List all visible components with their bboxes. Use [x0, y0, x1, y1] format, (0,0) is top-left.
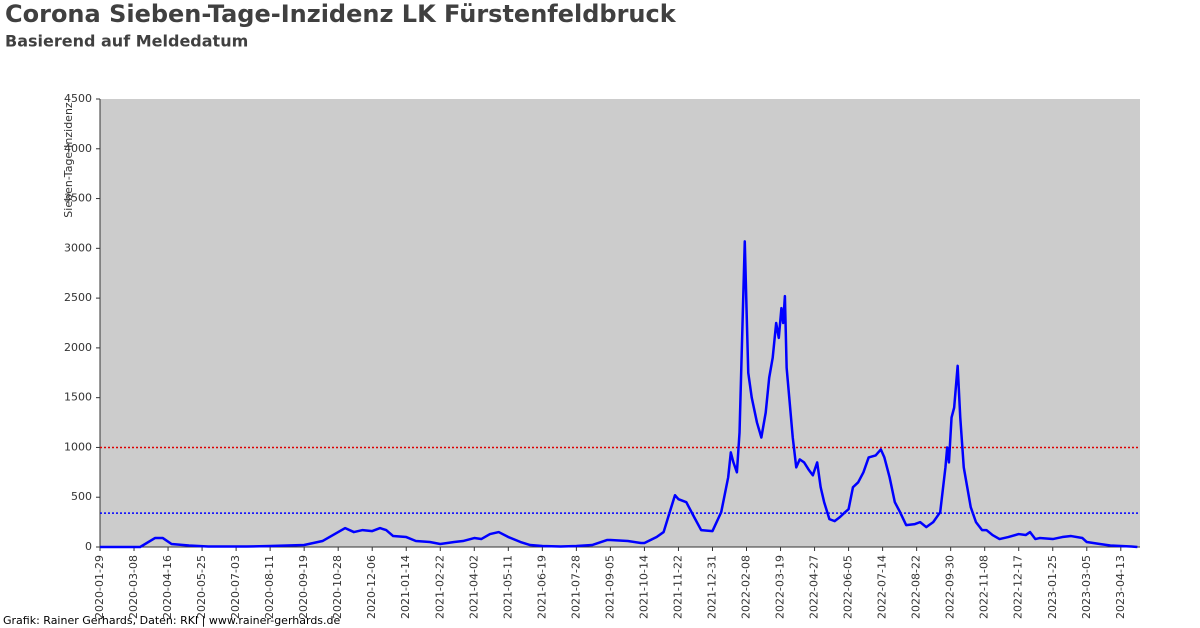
x-tick-label: 2022-03-19 [774, 555, 787, 619]
x-tick-label: 2021-09-05 [603, 555, 616, 619]
x-tick-label: 2021-07-28 [569, 555, 582, 619]
x-tick-label: 2021-11-22 [671, 555, 684, 619]
x-tick-label: 2022-06-05 [842, 555, 855, 619]
y-tick-label: 1000 [64, 440, 92, 453]
x-tick-label: 2020-04-16 [161, 555, 174, 619]
chart-subtitle: Basierend auf Meldedatum [5, 32, 248, 51]
x-tick-label: 2023-03-05 [1080, 555, 1093, 619]
x-tick-label: 2022-12-17 [1012, 555, 1025, 619]
plot-area [100, 99, 1140, 547]
x-tick-label: 2020-03-08 [127, 555, 140, 619]
y-axis-label: Sieben-Tage-Inzidenz [62, 102, 75, 218]
x-tick-label: 2022-02-08 [740, 555, 753, 619]
y-tick-label: 4000 [64, 142, 92, 155]
x-tick-label: 2021-01-14 [399, 555, 412, 619]
x-tick-label: 2022-09-30 [944, 555, 957, 619]
x-tick-label: 2022-07-14 [876, 555, 889, 619]
y-tick-label: 500 [71, 490, 92, 503]
x-tick-label: 2022-11-08 [978, 555, 991, 619]
x-tick-label: 2020-10-28 [331, 555, 344, 619]
y-tick-label: 0 [85, 540, 92, 553]
x-tick-label: 2020-07-03 [229, 555, 242, 619]
x-tick-label: 2022-08-22 [910, 555, 923, 619]
x-tick-label: 2020-05-25 [195, 555, 208, 619]
x-tick-label: 2020-01-29 [93, 555, 106, 619]
chart-title: Corona Sieben-Tage-Inzidenz LK Fürstenfe… [5, 0, 677, 28]
y-tick-label: 2500 [64, 291, 92, 304]
y-tick-label: 3500 [64, 192, 92, 205]
x-tick-label: 2020-09-19 [297, 555, 310, 619]
x-tick-label: 2021-12-31 [705, 555, 718, 619]
y-tick-label: 4500 [64, 92, 92, 105]
y-tick-label: 3000 [64, 241, 92, 254]
y-tick-label: 2000 [64, 341, 92, 354]
x-tick-label: 2022-04-27 [808, 555, 821, 619]
y-tick-label: 1500 [64, 391, 92, 404]
x-tick-label: 2023-01-25 [1046, 555, 1059, 619]
incidence-line [100, 240, 1138, 549]
x-tick-label: 2021-02-22 [433, 555, 446, 619]
x-tick-label: 2021-06-19 [535, 555, 548, 619]
source-note: Grafik: Rainer Gerhards, Daten: RKI | ww… [3, 614, 341, 627]
x-tick-label: 2021-10-14 [637, 555, 650, 619]
x-tick-label: 2021-04-02 [467, 555, 480, 619]
x-tick-label: 2020-12-06 [365, 555, 378, 619]
x-tick-label: 2023-04-13 [1114, 555, 1127, 619]
x-tick-label: 2020-08-11 [263, 555, 276, 619]
x-tick-label: 2021-05-11 [501, 555, 514, 619]
